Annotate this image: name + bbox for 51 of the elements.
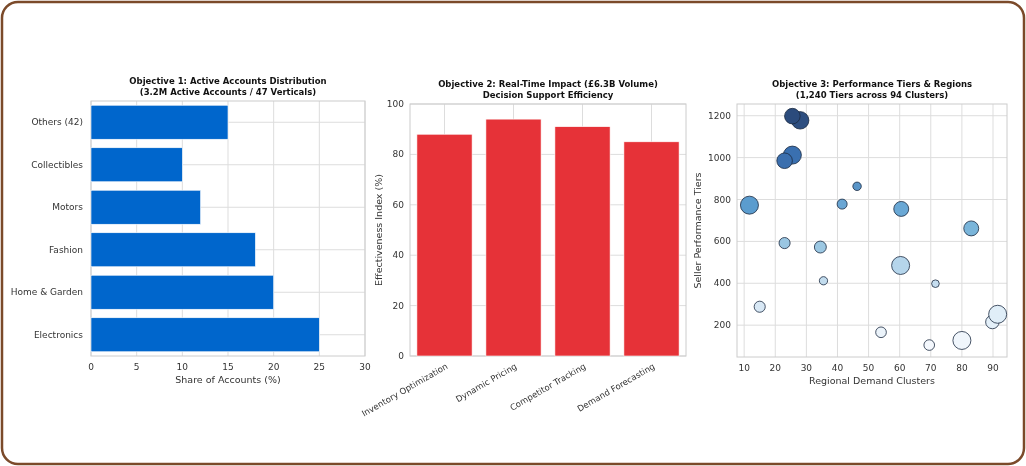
x-axis-title: Regional Demand Clusters — [809, 375, 936, 386]
y-tick-label: 0 — [398, 351, 405, 361]
y-tick-label: 1000 — [708, 152, 732, 163]
y-tick-label: 800 — [713, 194, 732, 205]
bar — [90, 104, 229, 140]
x-tick-label: 5 — [133, 362, 140, 372]
x-tick-label: 0 — [88, 362, 95, 372]
bar — [90, 232, 256, 268]
y-tick-label: Fashion — [49, 244, 83, 255]
chart-title: Objective 2: Real-Time Impact (£6.3B Volume) Decision Support Efficiency — [438, 79, 658, 100]
x-tick-label: 20 — [769, 363, 782, 373]
y-axis-title: Seller Performance Tiers — [692, 172, 703, 289]
y-tick-label: 200 — [713, 320, 732, 331]
y-tick-label: 100 — [386, 99, 405, 109]
x-tick-label: 10 — [176, 362, 189, 372]
chart-title: Objective 1: Active Accounts Distribution (3.2M Active Accounts / 47 Verticals) — [129, 76, 327, 97]
y-tick-label: Electronics — [33, 329, 84, 340]
bar — [485, 118, 542, 357]
x-tick-label: 40 — [831, 363, 844, 373]
y-axis-title: Effectiveness Index (%) — [373, 174, 384, 286]
y-tick-label: Others (42) — [31, 117, 83, 128]
x-tick-label: 90 — [987, 363, 999, 373]
y-tick-label: Motors — [52, 202, 84, 213]
x-tick-label: 30 — [359, 362, 371, 372]
bar — [90, 317, 320, 353]
y-tick-label: 60 — [392, 199, 405, 210]
x-tick-label: 50 — [862, 363, 875, 373]
y-tick-label: 400 — [713, 278, 732, 289]
chart-title: Objective 3: Performance Tiers & Regions (1,240 Tiers across 94 Clusters) — [771, 79, 973, 100]
x-axis-title: Share of Accounts (%) — [175, 374, 281, 385]
bar — [90, 147, 183, 183]
x-tick-label: 80 — [956, 363, 968, 373]
x-tick-label: 15 — [222, 362, 234, 372]
bar — [623, 141, 680, 357]
x-tick-label: 60 — [893, 363, 906, 373]
bar — [90, 189, 201, 225]
x-tick-label: 30 — [800, 363, 813, 373]
x-tick-label: 20 — [267, 362, 280, 372]
y-tick-label: Collectibles — [31, 159, 84, 170]
x-tick-label: 25 — [313, 362, 326, 372]
y-tick-label: 1200 — [708, 110, 732, 121]
y-tick-label: Home & Garden — [10, 287, 83, 298]
y-tick-label: 20 — [392, 300, 405, 311]
y-tick-label: 80 — [392, 149, 405, 160]
y-tick-label: 40 — [392, 250, 405, 261]
y-tick-label: 600 — [713, 236, 732, 247]
bar — [90, 274, 274, 310]
x-tick-label: 70 — [925, 363, 937, 373]
bar — [554, 126, 611, 357]
bar — [416, 133, 473, 357]
x-tick-label: 10 — [738, 363, 751, 373]
